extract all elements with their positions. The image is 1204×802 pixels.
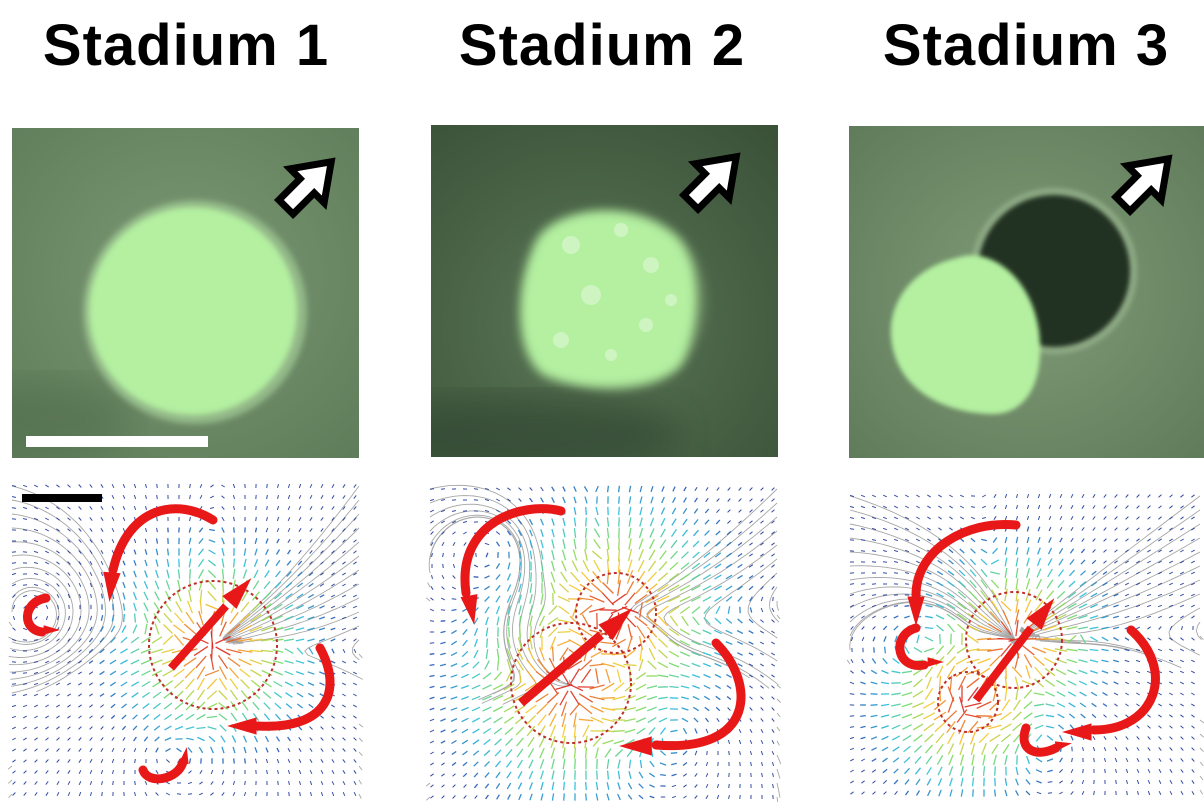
panel-title-1: Stadium 1 [42, 13, 330, 78]
rotation-arrow-icon [651, 638, 746, 751]
droplet [890, 255, 1041, 415]
velocity-vectors [429, 485, 775, 801]
rotation-arrow-icon [1019, 723, 1061, 757]
droplet-outline [510, 622, 632, 744]
arrowhead [907, 596, 925, 626]
flow-arrow-icon [168, 603, 229, 671]
panel-title-3: Stadium 3 [882, 13, 1170, 78]
flow-field-stadium-2 [426, 483, 781, 802]
droplet-outline [575, 572, 657, 654]
scale-bar-black [22, 494, 102, 502]
droplet [520, 210, 697, 388]
micrograph-stadium-2 [431, 125, 778, 457]
micrograph-stadium-1 [12, 128, 359, 458]
direction-arrow-icon [273, 157, 336, 220]
arrowhead [1054, 741, 1072, 751]
scale-bar-white [26, 436, 208, 447]
rotation-arrow-icon [1089, 625, 1160, 735]
rotation-arrow-icon [911, 519, 1021, 600]
arrowhead [222, 578, 252, 609]
droplet-outline [965, 591, 1063, 689]
velocity-vectors [849, 493, 1196, 797]
droplet-outline [937, 671, 999, 733]
rotation-arrow-icon [460, 504, 566, 598]
arrowhead [43, 625, 60, 635]
arrowhead [103, 571, 121, 602]
arrowhead [927, 657, 944, 667]
arrowhead [460, 594, 478, 625]
arrowhead [1026, 598, 1055, 630]
rotation-arrow-icon [895, 623, 929, 670]
rotation-arrow-icon [138, 757, 188, 784]
rotation-arrow-icon [108, 504, 218, 575]
rotation-arrow-icon [23, 593, 51, 637]
droplet [89, 207, 297, 415]
velocity-vectors [11, 483, 358, 797]
arrowhead [1062, 723, 1092, 741]
flow-field-stadium-3 [846, 490, 1204, 802]
flow-field-stadium-1 [8, 480, 363, 802]
rotation-arrow-icon [253, 643, 335, 731]
arrowhead [179, 747, 189, 765]
flow-arrow-icon [972, 625, 1035, 703]
flow-arrow-icon [518, 631, 604, 707]
arrowhead [227, 717, 257, 735]
direction-arrow-icon [1110, 154, 1173, 217]
direction-arrow-icon [678, 152, 741, 215]
arrowhead [598, 608, 633, 641]
micrograph-stadium-3 [849, 126, 1204, 458]
droplet-outline [148, 580, 278, 710]
panel-title-2: Stadium 2 [458, 13, 746, 78]
arrowhead [619, 736, 652, 756]
